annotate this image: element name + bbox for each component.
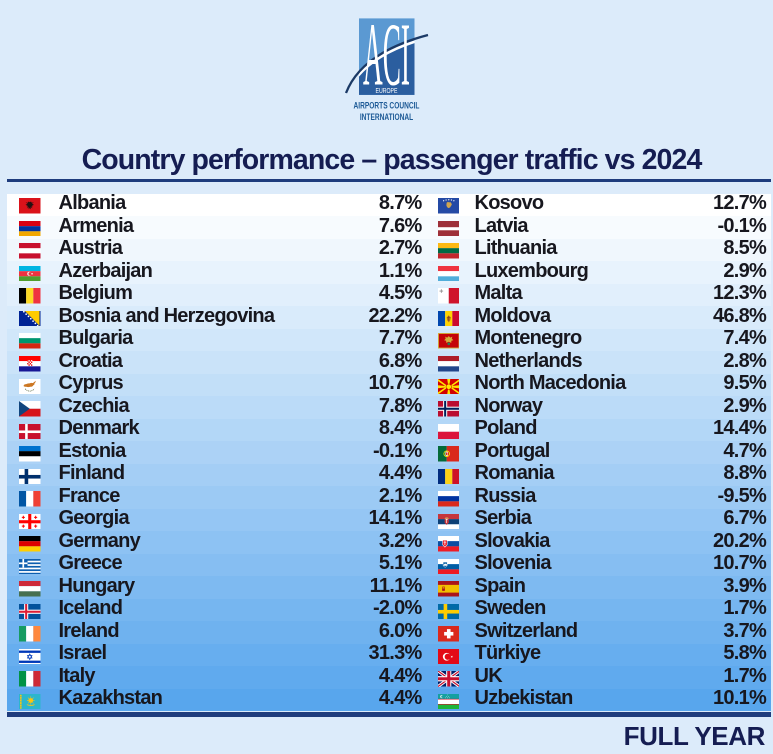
svg-text:EUROPE: EUROPE (376, 86, 398, 95)
svg-text:ACI: ACI (363, 12, 410, 105)
svg-text:INTERNATIONAL: INTERNATIONAL (360, 112, 414, 122)
svg-text:AIRPORTS COUNCIL: AIRPORTS COUNCIL (354, 101, 420, 111)
